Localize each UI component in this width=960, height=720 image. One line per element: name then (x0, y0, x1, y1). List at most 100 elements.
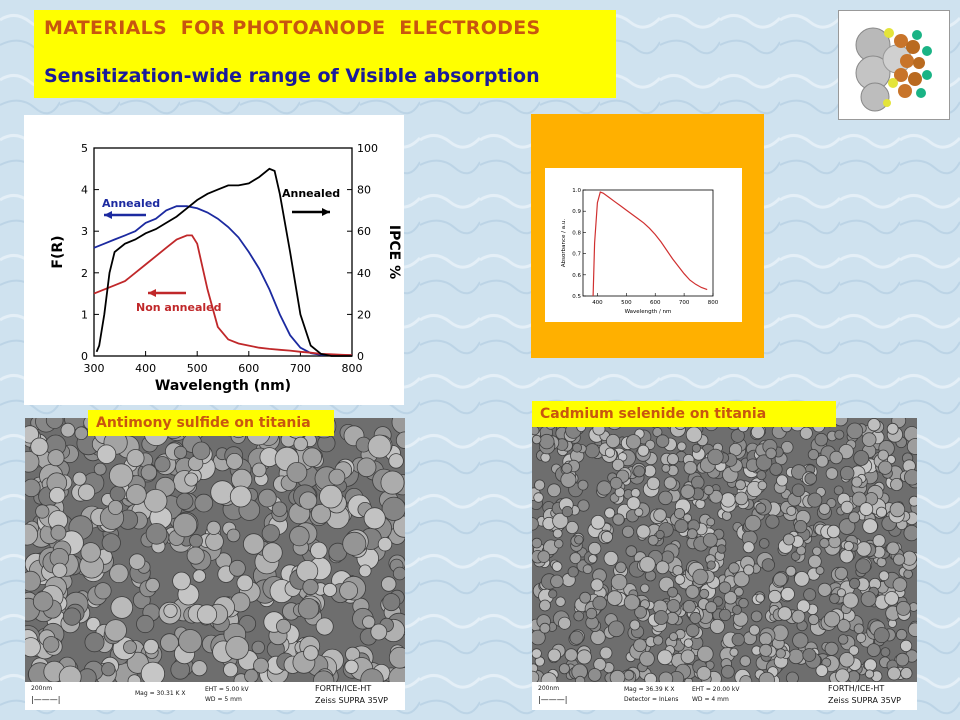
sem-eht: EHT = 20.00 kV (692, 686, 740, 693)
sem-grain (539, 622, 551, 634)
sem-grain (604, 507, 616, 519)
sem-grain (786, 505, 797, 516)
plot-frame (93, 147, 353, 357)
sem-grain (889, 501, 906, 518)
sem-grain (367, 434, 392, 459)
sem-grain (838, 518, 856, 535)
x-tick-label: 300 (84, 362, 105, 375)
sem-grain (547, 648, 561, 663)
sem-grain (623, 669, 635, 681)
sem-grain (652, 427, 663, 438)
sem-grain (685, 426, 703, 443)
sem-grain (729, 647, 739, 657)
sem-grain (172, 571, 191, 591)
sem-brand-line1: FORTH/ICE-HT (828, 684, 885, 693)
sem-grain (838, 634, 849, 645)
sem-grain (191, 660, 208, 677)
sem-grain (104, 619, 127, 642)
sem-grain (895, 628, 908, 641)
sem-grain (315, 617, 334, 636)
sem-grain (534, 479, 546, 491)
sem-grain (839, 652, 855, 668)
series-line-2 (95, 167, 352, 357)
sem-grain (808, 614, 820, 626)
sem-grain (561, 463, 573, 474)
sem-grain (680, 649, 696, 664)
sem-grain (328, 468, 346, 486)
sem-grain (769, 462, 783, 476)
y-tick-label: 3 (81, 225, 88, 238)
y-tick-label: 4 (81, 184, 88, 197)
sem-grain (661, 463, 671, 473)
y-tick-label: 1 (81, 308, 88, 321)
sem-grain (539, 599, 551, 612)
sem-grain (826, 524, 841, 539)
x-tick-label: 700 (290, 362, 311, 375)
sem-grain (223, 662, 239, 678)
sem-grain (573, 610, 584, 622)
sem-grain (851, 491, 867, 507)
sem-grain (815, 454, 829, 468)
x-axis-label: Wavelength (nm) (155, 378, 291, 394)
sem-grain (603, 550, 619, 566)
sem-grain (564, 648, 578, 662)
sem-grain (840, 500, 854, 514)
sem-grain (834, 566, 848, 580)
sem-grain (362, 615, 376, 629)
sem-grain (93, 462, 107, 476)
sem-grain (761, 558, 776, 572)
y2-tick-label: 40 (357, 267, 371, 280)
sem-grain (663, 476, 677, 490)
absorbance-chart-panel: 400 500 600 700 800 0.5 0.6 0.7 0.8 0.9 1.0 Wavelen… (545, 168, 742, 322)
sem-grain (633, 638, 647, 653)
sem-grain (812, 546, 822, 557)
slide-subtitle: Sensitization-wide range of Visible abso… (44, 65, 540, 87)
sem-grain (904, 469, 917, 486)
sem-grain (77, 483, 96, 501)
sem-grain (242, 533, 265, 555)
sem-grain (599, 646, 613, 660)
x-axis-label: Wavelength / nm (625, 309, 672, 315)
sem-grain (672, 565, 684, 576)
sem-grain (886, 541, 900, 556)
y-tick-label: 2 (81, 267, 88, 280)
sem-grain (856, 541, 872, 557)
sem-grain (579, 591, 592, 604)
sem-mag: Mag = 36.39 K X (624, 686, 675, 693)
sem-grain (855, 558, 872, 575)
sem-grain (532, 648, 542, 659)
sem-grain (685, 623, 700, 638)
sem-grain (634, 605, 647, 619)
sem-grain (382, 593, 401, 612)
sem-grain (776, 474, 789, 487)
sem-grain (655, 560, 670, 575)
sem-brand-line2: Zeiss SUPRA 35VP (315, 696, 388, 705)
sem-grain (876, 557, 887, 568)
sem-grain (823, 610, 841, 628)
sem-grain (895, 652, 910, 667)
sem-grain (236, 574, 254, 592)
sem-grain (539, 433, 555, 450)
sem-grain (707, 448, 724, 466)
x-tick-label: 500 (187, 362, 208, 375)
sem-grain (702, 532, 718, 548)
y2-tick-label: 60 (357, 225, 371, 238)
sem-grain (552, 512, 569, 530)
sem-grain (194, 493, 214, 513)
sem-grain (569, 630, 584, 645)
sem-wd: WD = 5 mm (205, 696, 242, 703)
sem-grain (395, 431, 405, 449)
y-tick-label: 0 (81, 350, 88, 363)
sem-grain (706, 517, 716, 527)
sem-grain (703, 485, 714, 496)
sem-grain (720, 492, 736, 508)
sem-grain (734, 491, 749, 506)
sem-info-bar: 200nm |———| Mag = 36.39 K X Detector = I… (532, 682, 917, 710)
sem-grain (853, 623, 865, 635)
sem-texture (532, 418, 917, 689)
sem-grain (748, 624, 760, 636)
sem-grain (666, 453, 679, 466)
x-tick-label: 800 (342, 362, 363, 375)
sem-grain (785, 671, 799, 685)
sem-grain (302, 447, 323, 468)
